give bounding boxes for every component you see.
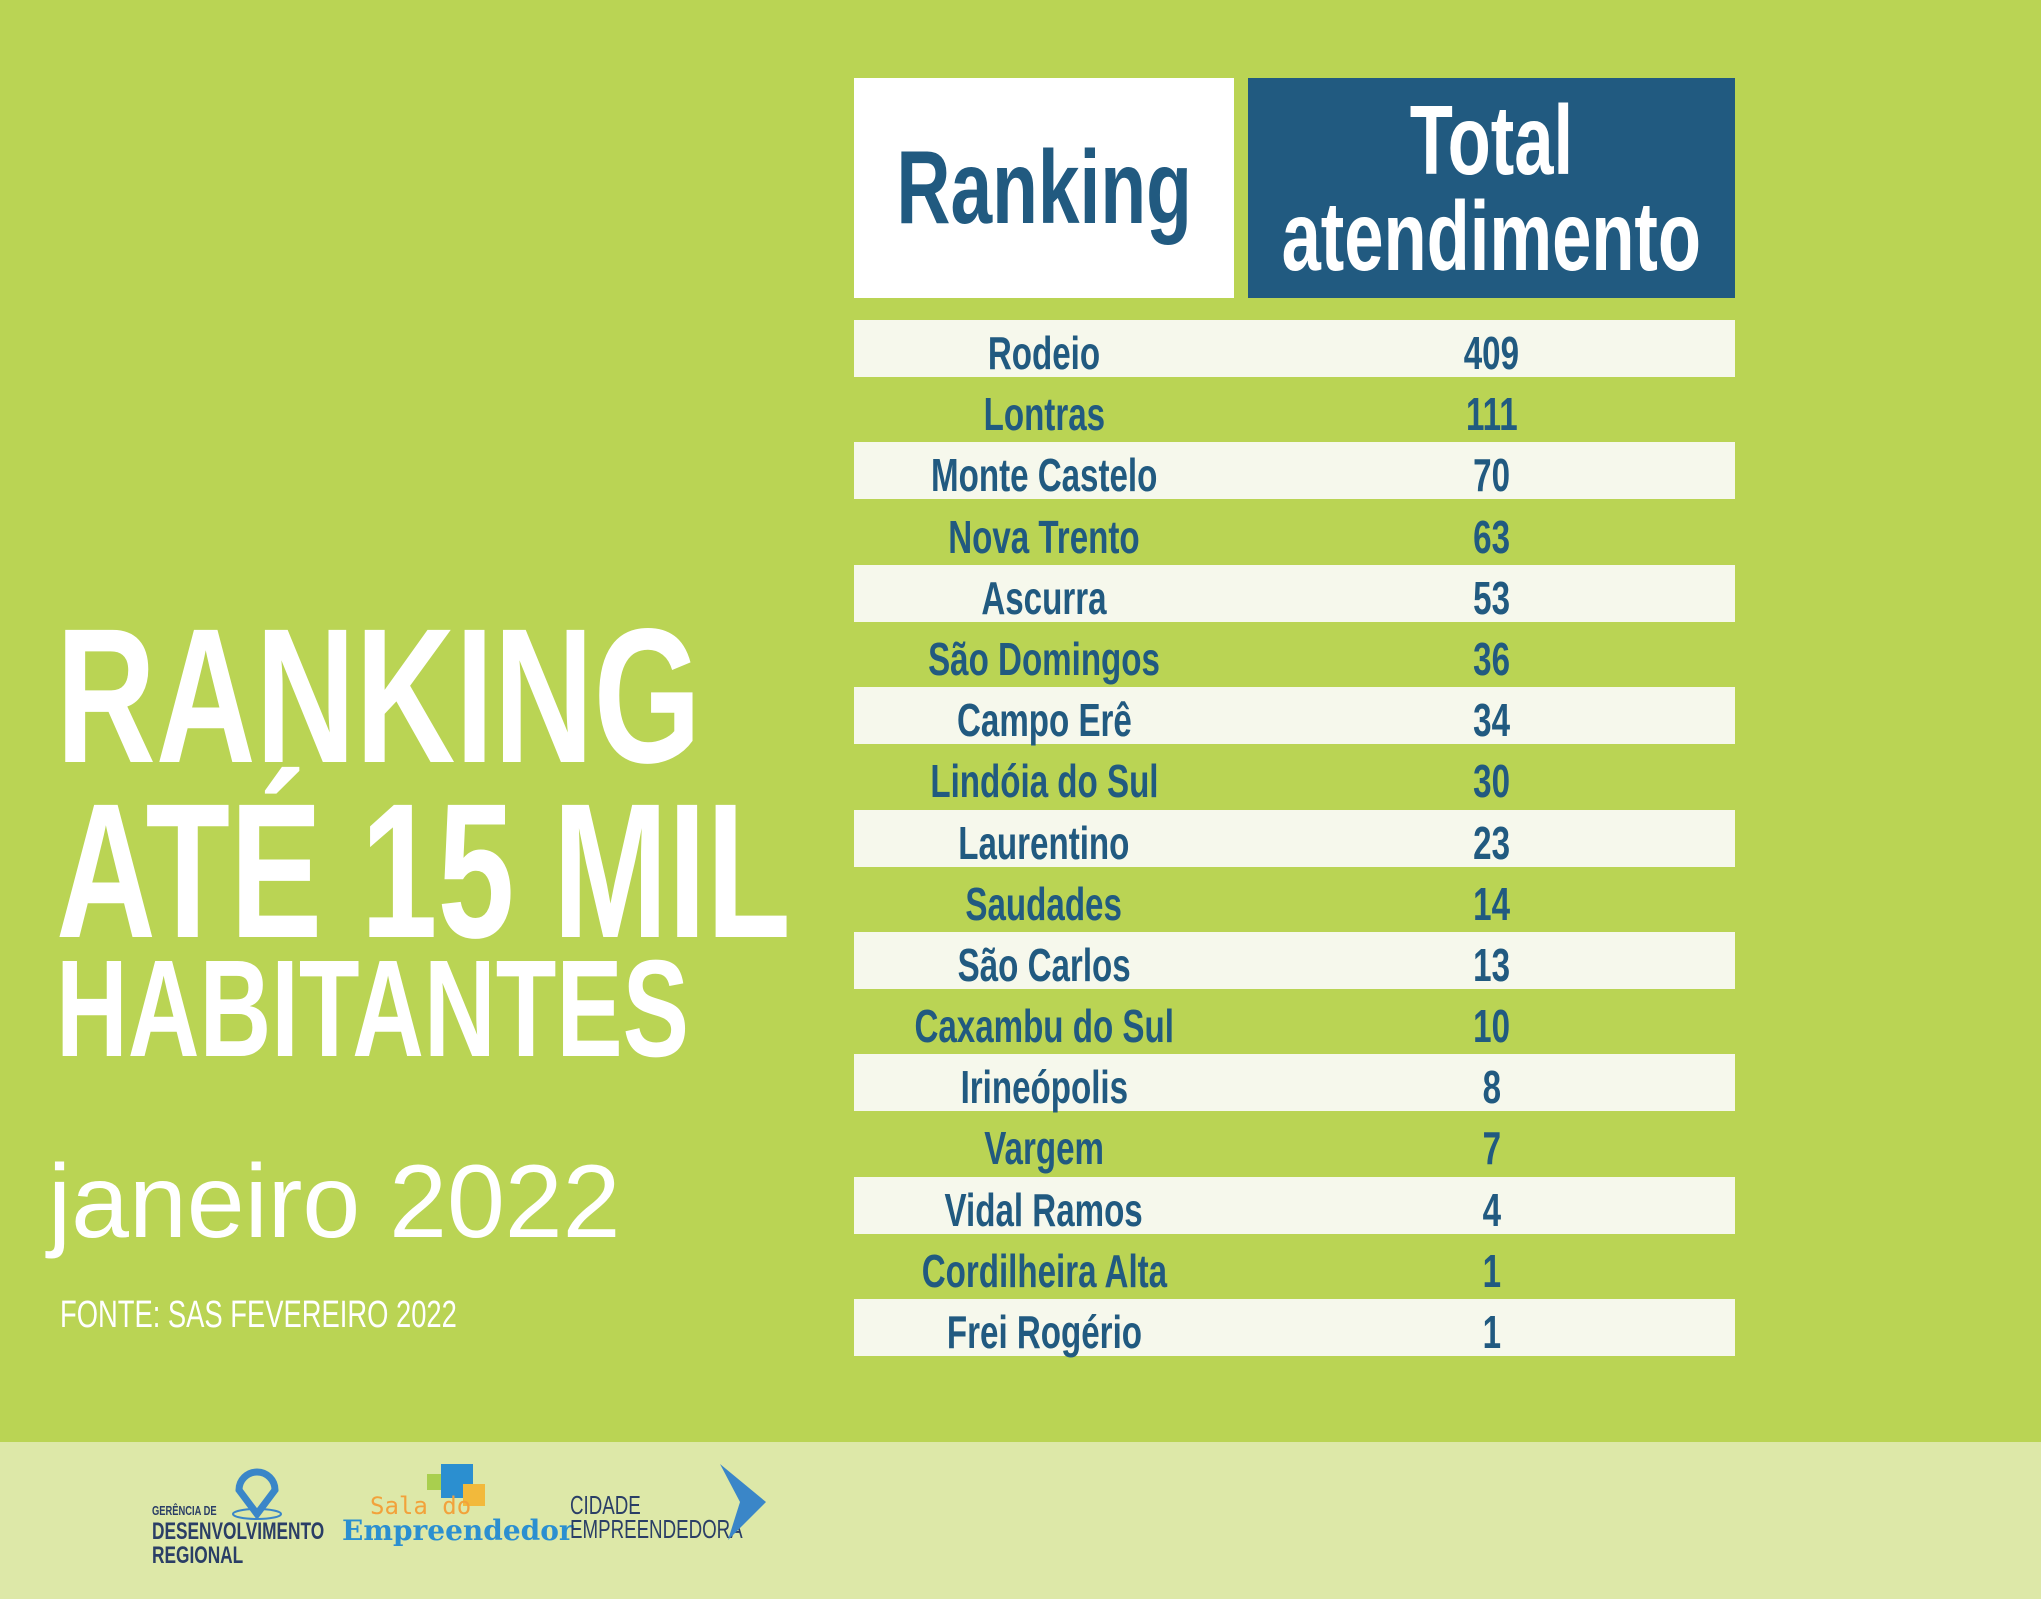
row-background — [854, 564, 1735, 622]
arrow-icon — [720, 1464, 766, 1540]
header-ranking: Ranking — [854, 78, 1234, 298]
municipality-name: Saudades — [965, 877, 1123, 930]
municipality-name: São Carlos — [957, 938, 1131, 991]
row-background — [854, 809, 1735, 867]
attendance-total: 111 — [1465, 388, 1518, 441]
attendance-total: 7 — [1482, 1122, 1501, 1175]
attendance-total: 1 — [1482, 1306, 1501, 1358]
row-background — [854, 320, 1735, 377]
municipality-name: Nova Trento — [948, 510, 1140, 563]
row-background — [854, 1299, 1735, 1356]
municipality-name: Rodeio — [987, 327, 1101, 379]
headline-line-2: ATÉ 15 MIL — [56, 763, 791, 978]
source-note: FONTE: SAS FEVEREIRO 2022 — [60, 1294, 457, 1336]
attendance-total: 30 — [1473, 755, 1510, 808]
attendance-total: 36 — [1473, 632, 1510, 685]
municipality-name: Vargem — [984, 1122, 1104, 1175]
table-row: Frei Rogério 1 — [854, 1299, 1735, 1360]
municipality-name: Cordilheira Alta — [921, 1244, 1167, 1297]
table-row: Monte Castelo 70 — [854, 442, 1735, 503]
table-row: São Domingos 36 — [854, 626, 1735, 687]
table-row: Laurentino 23 — [854, 809, 1735, 871]
attendance-total: 70 — [1473, 449, 1510, 502]
attendance-total: 8 — [1482, 1061, 1501, 1114]
attendance-total: 10 — [1473, 1000, 1510, 1053]
municipality-name: Laurentino — [958, 816, 1130, 869]
attendance-total: 34 — [1473, 694, 1510, 747]
headline-line-3: HABITANTES — [56, 932, 689, 1086]
table-row: Nova Trento 63 — [854, 504, 1735, 565]
attendance-total: 53 — [1473, 571, 1510, 624]
attendance-total: 63 — [1473, 510, 1510, 563]
ranking-table: Rodeio 409 Lontras 111 Monte Castelo 70 Nova T… — [854, 320, 1735, 1360]
table-row: Lontras 111 — [854, 381, 1735, 442]
speech-bubbles-icon — [427, 1464, 485, 1506]
map-pin-icon — [232, 1468, 282, 1520]
table-row: Irineópolis 8 — [854, 1054, 1735, 1115]
table-row: Caxambu do Sul 10 — [854, 993, 1735, 1054]
row-background — [854, 442, 1735, 500]
municipality-name: São Domingos — [928, 632, 1160, 685]
header-total: Total atendimento — [1248, 78, 1735, 298]
attendance-total: 14 — [1473, 877, 1510, 930]
attendance-total: 409 — [1463, 327, 1520, 379]
municipality-name: Monte Castelo — [930, 449, 1158, 502]
table-row: São Carlos 13 — [854, 931, 1735, 993]
municipality-name: Frei Rogério — [946, 1306, 1142, 1358]
table-row: Campo Erê 34 — [854, 687, 1735, 748]
table-row: Ascurra 53 — [854, 564, 1735, 626]
table-row: Rodeio 409 — [854, 320, 1735, 381]
period-label: janeiro 2022 — [48, 1144, 621, 1260]
municipality-name: Vidal Ramos — [944, 1183, 1144, 1236]
attendance-total: 23 — [1473, 816, 1510, 869]
municipality-name: Irineópolis — [960, 1061, 1128, 1114]
municipality-name: Caxambu do Sul — [914, 1000, 1174, 1053]
table-row: Lindóia do Sul 30 — [854, 748, 1735, 809]
attendance-total: 1 — [1482, 1244, 1501, 1297]
municipality-name: Lontras — [983, 388, 1105, 441]
table-row: Vargem 7 — [854, 1115, 1735, 1176]
attendance-total: 13 — [1473, 938, 1510, 991]
row-background — [854, 1176, 1735, 1234]
row-background — [854, 931, 1735, 989]
row-background — [854, 1054, 1735, 1112]
attendance-total: 4 — [1482, 1183, 1501, 1236]
table-row: Saudades 14 — [854, 871, 1735, 932]
municipality-name: Campo Erê — [956, 694, 1132, 747]
municipality-name: Ascurra — [981, 571, 1107, 624]
headline-line-1: RANKING — [56, 588, 702, 803]
table-row: Vidal Ramos 4 — [854, 1176, 1735, 1238]
municipality-name: Lindóia do Sul — [929, 755, 1159, 808]
table-row: Cordilheira Alta 1 — [854, 1238, 1735, 1299]
footer-logos: GERÊNCIA DE DESENVOLVIMENTO REGIONAL Sal… — [0, 1442, 2041, 1599]
row-background — [854, 687, 1735, 745]
